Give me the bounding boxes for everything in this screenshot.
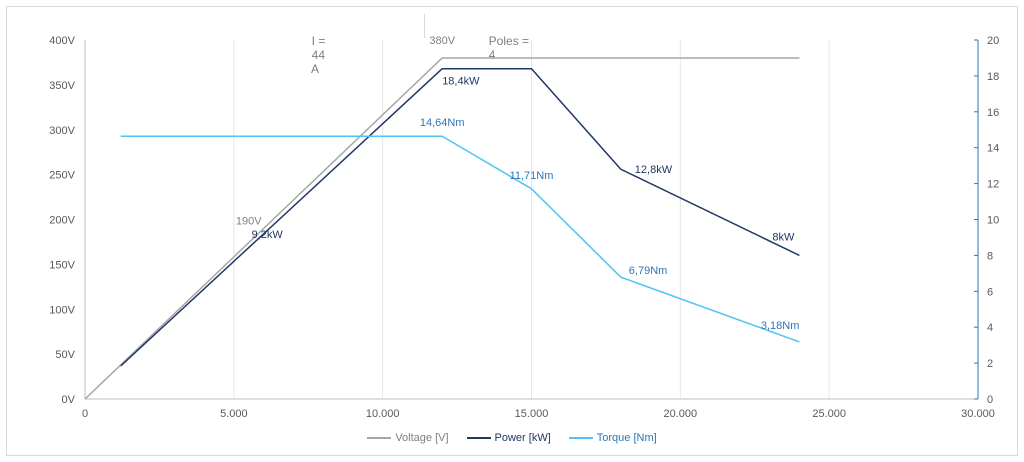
legend-swatch-power <box>466 437 491 439</box>
info-divider <box>424 14 425 38</box>
legend-label-torque: Torque [Nm] <box>596 432 657 444</box>
y-tick-label: 200V <box>49 215 75 227</box>
data-label-voltage: 190V <box>236 215 262 227</box>
poles-value: 4 <box>488 48 496 62</box>
y-tick-label: 100V <box>49 304 75 316</box>
y2-tick-label: 14 <box>987 143 999 155</box>
y-tick-label: 250V <box>49 170 75 182</box>
y2-tick-label: 0 <box>987 394 993 406</box>
y2-tick-label: 2 <box>987 358 993 370</box>
y2-tick-label: 16 <box>987 107 999 119</box>
y-tick-label: 350V <box>49 80 75 92</box>
legend-swatch-torque <box>568 437 593 439</box>
data-label-power: 8kW <box>772 231 795 243</box>
data-label-torque: 6,79Nm <box>629 265 668 277</box>
x-tick-label: 25.000 <box>812 408 846 420</box>
current-value: 44 <box>311 48 326 62</box>
data-label-power: 18,4kW <box>442 76 480 88</box>
legend: Voltage [V] Power [kW] Torque [Nm] <box>0 432 1024 444</box>
x-tick-label: 5.000 <box>220 408 248 420</box>
current-info: I = 44 A <box>305 20 335 76</box>
legend-swatch-voltage <box>367 437 392 439</box>
data-label-torque: 14,64Nm <box>420 117 465 129</box>
y-tick-label: 50V <box>55 349 75 361</box>
legend-label-voltage: Voltage [V] <box>395 432 449 444</box>
data-label-power: 12,8kW <box>635 164 673 176</box>
poles-label: Poles = <box>488 34 530 48</box>
y2-tick-label: 20 <box>987 35 999 47</box>
legend-item-torque: Torque [Nm] <box>568 432 657 444</box>
current-unit: A <box>311 62 320 76</box>
y-tick-label: 300V <box>49 125 75 137</box>
x-tick-label: 20.000 <box>664 408 698 420</box>
chart-frame <box>6 6 1018 456</box>
x-tick-label: 30.000 <box>961 408 995 420</box>
x-tick-label: 15.000 <box>515 408 549 420</box>
legend-item-voltage: Voltage [V] <box>367 432 449 444</box>
current-label: I = <box>311 34 326 48</box>
y2-tick-label: 18 <box>987 71 999 83</box>
poles-info: Poles = 4 <box>482 20 542 62</box>
y2-tick-label: 12 <box>987 179 999 191</box>
data-label-torque: 11,71Nm <box>510 170 554 182</box>
series-line-torque <box>120 135 800 343</box>
data-label-torque: 3,18Nm <box>761 320 800 332</box>
y2-tick-label: 6 <box>987 286 993 298</box>
y2-tick-label: 10 <box>987 215 999 227</box>
data-label-voltage: 380V <box>429 35 455 47</box>
series-line-voltage <box>84 57 800 400</box>
y-tick-label: 400V <box>49 35 75 47</box>
y2-tick-label: 4 <box>987 322 993 334</box>
y-tick-label: 0V <box>62 394 76 406</box>
data-label-power: 9,2kW <box>252 229 284 241</box>
x-tick-label: 10.000 <box>366 408 400 420</box>
y2-tick-label: 8 <box>987 250 993 262</box>
x-tick-label: 0 <box>82 408 88 420</box>
legend-label-power: Power [kW] <box>494 432 551 444</box>
y-tick-label: 150V <box>49 259 75 271</box>
legend-item-power: Power [kW] <box>466 432 551 444</box>
series-line-power <box>120 67 800 367</box>
